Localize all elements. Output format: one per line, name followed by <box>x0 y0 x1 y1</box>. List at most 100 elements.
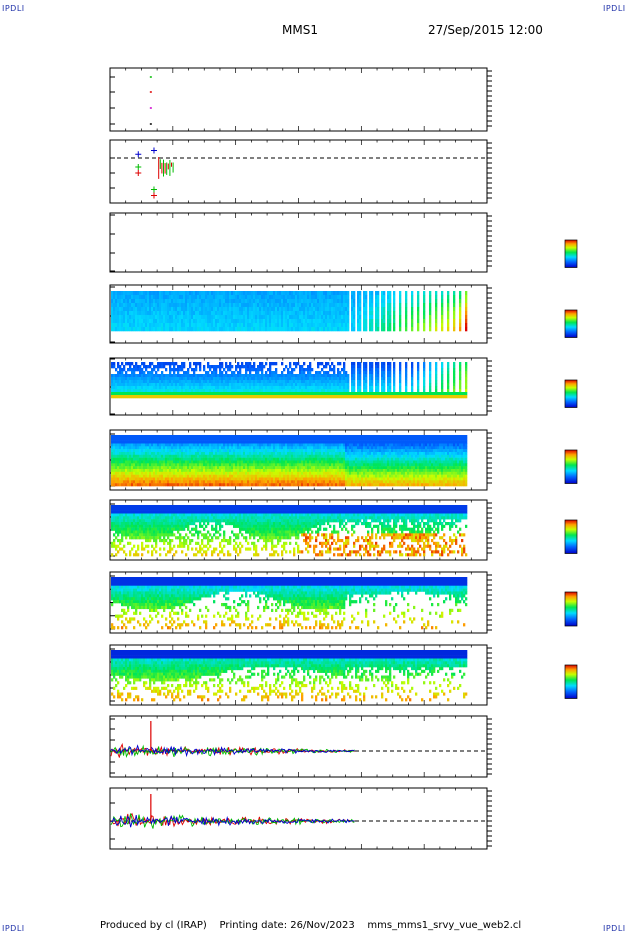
p6-cell <box>239 449 242 453</box>
p5-cell <box>237 389 240 393</box>
p4-cell <box>275 315 278 320</box>
p4-cell <box>269 299 272 304</box>
p5-cell <box>375 365 378 369</box>
p6-cell <box>233 435 236 439</box>
p4-cell <box>285 311 288 316</box>
p4-cell <box>135 327 138 332</box>
p5-cell <box>159 395 162 399</box>
p5-cell <box>169 383 172 387</box>
p6-cell <box>173 480 176 484</box>
p4-cell <box>325 291 328 296</box>
p6-cell <box>173 474 176 478</box>
p5-cell <box>345 371 348 375</box>
p4-cell <box>383 303 386 308</box>
p4-cell <box>231 307 234 312</box>
p5-cell <box>135 377 138 381</box>
p5-cell <box>331 383 334 387</box>
p4-cell <box>235 295 238 300</box>
p6-cell <box>177 483 180 487</box>
p6-cell <box>255 457 258 461</box>
p4-cell <box>223 291 226 296</box>
p6-cell <box>239 454 242 458</box>
p5-cell <box>167 386 170 390</box>
p5-cell <box>353 392 356 396</box>
p5-cell <box>247 389 250 393</box>
p4-cell <box>213 303 216 308</box>
p6-cell <box>269 437 272 441</box>
p6-cell <box>269 452 272 456</box>
p6-cell <box>255 443 258 447</box>
p6-cell <box>157 446 160 450</box>
p5-cell <box>171 362 174 366</box>
p4-cell <box>297 311 300 316</box>
p4-cell <box>311 315 314 320</box>
p4-cell <box>371 303 374 308</box>
p4-cell <box>319 311 322 316</box>
p5-cell <box>205 386 208 390</box>
p5-cell <box>193 374 196 378</box>
p4-cell <box>219 323 222 328</box>
p4-cell <box>227 323 230 328</box>
p4-cell <box>383 315 386 320</box>
p5-cell <box>161 386 164 390</box>
p6-cell <box>203 477 206 481</box>
p4-cell <box>399 319 402 324</box>
p5-cell <box>169 365 172 369</box>
p6-cell <box>113 480 116 484</box>
p6-cell <box>233 477 236 481</box>
p6-cell <box>187 483 190 487</box>
p4-cell <box>369 311 372 316</box>
p4-cell <box>143 299 146 304</box>
p5-cell <box>159 383 162 387</box>
p6-cell <box>155 435 158 439</box>
p6-cell <box>221 452 224 456</box>
p4-cell <box>371 327 374 332</box>
p4-cell <box>359 291 362 296</box>
p4-cell <box>423 299 426 304</box>
p5-cell <box>227 395 230 399</box>
p4-cell <box>189 307 192 312</box>
p4-cell <box>239 303 242 308</box>
p6-cell <box>123 466 126 470</box>
p5-cell <box>313 389 316 393</box>
p4-cell <box>297 299 300 304</box>
p6-cell <box>167 443 170 447</box>
p4-cell <box>125 311 128 316</box>
p5-cell <box>219 392 222 396</box>
p4-cell <box>121 323 124 328</box>
p4-cell <box>315 307 318 312</box>
p5-cell <box>453 389 456 393</box>
p6-cell <box>193 435 196 439</box>
p4-cell <box>299 319 302 324</box>
p5-cell <box>327 377 330 381</box>
p6-cell <box>211 437 214 441</box>
p4-cell <box>117 315 120 320</box>
p6-cell <box>121 452 124 456</box>
p6-cell <box>205 471 208 475</box>
p6-cell <box>201 466 204 470</box>
p6-cell <box>131 469 134 473</box>
p4-cell <box>177 291 180 296</box>
p6-cell <box>205 452 208 456</box>
p6-cell <box>165 469 168 473</box>
p4-cell <box>351 307 354 312</box>
p5-cell <box>447 386 450 390</box>
p5-cell <box>429 389 432 393</box>
p4-cell <box>435 295 438 300</box>
p6-cell <box>127 474 130 478</box>
p4-cell <box>125 303 128 308</box>
p6-cell <box>189 463 192 467</box>
p6-cell <box>123 452 126 456</box>
p4-cell <box>293 311 296 316</box>
p5-cell <box>413 392 416 396</box>
p6-cell <box>123 435 126 439</box>
p6-cell <box>149 454 152 458</box>
p4-cell <box>131 311 134 316</box>
p5-cell <box>419 395 422 399</box>
p6-cell <box>133 474 136 478</box>
p4-cell <box>161 303 164 308</box>
p5-cell <box>135 368 138 372</box>
p6-cell <box>213 466 216 470</box>
p6-cell <box>185 437 188 441</box>
p6-cell <box>235 452 238 456</box>
